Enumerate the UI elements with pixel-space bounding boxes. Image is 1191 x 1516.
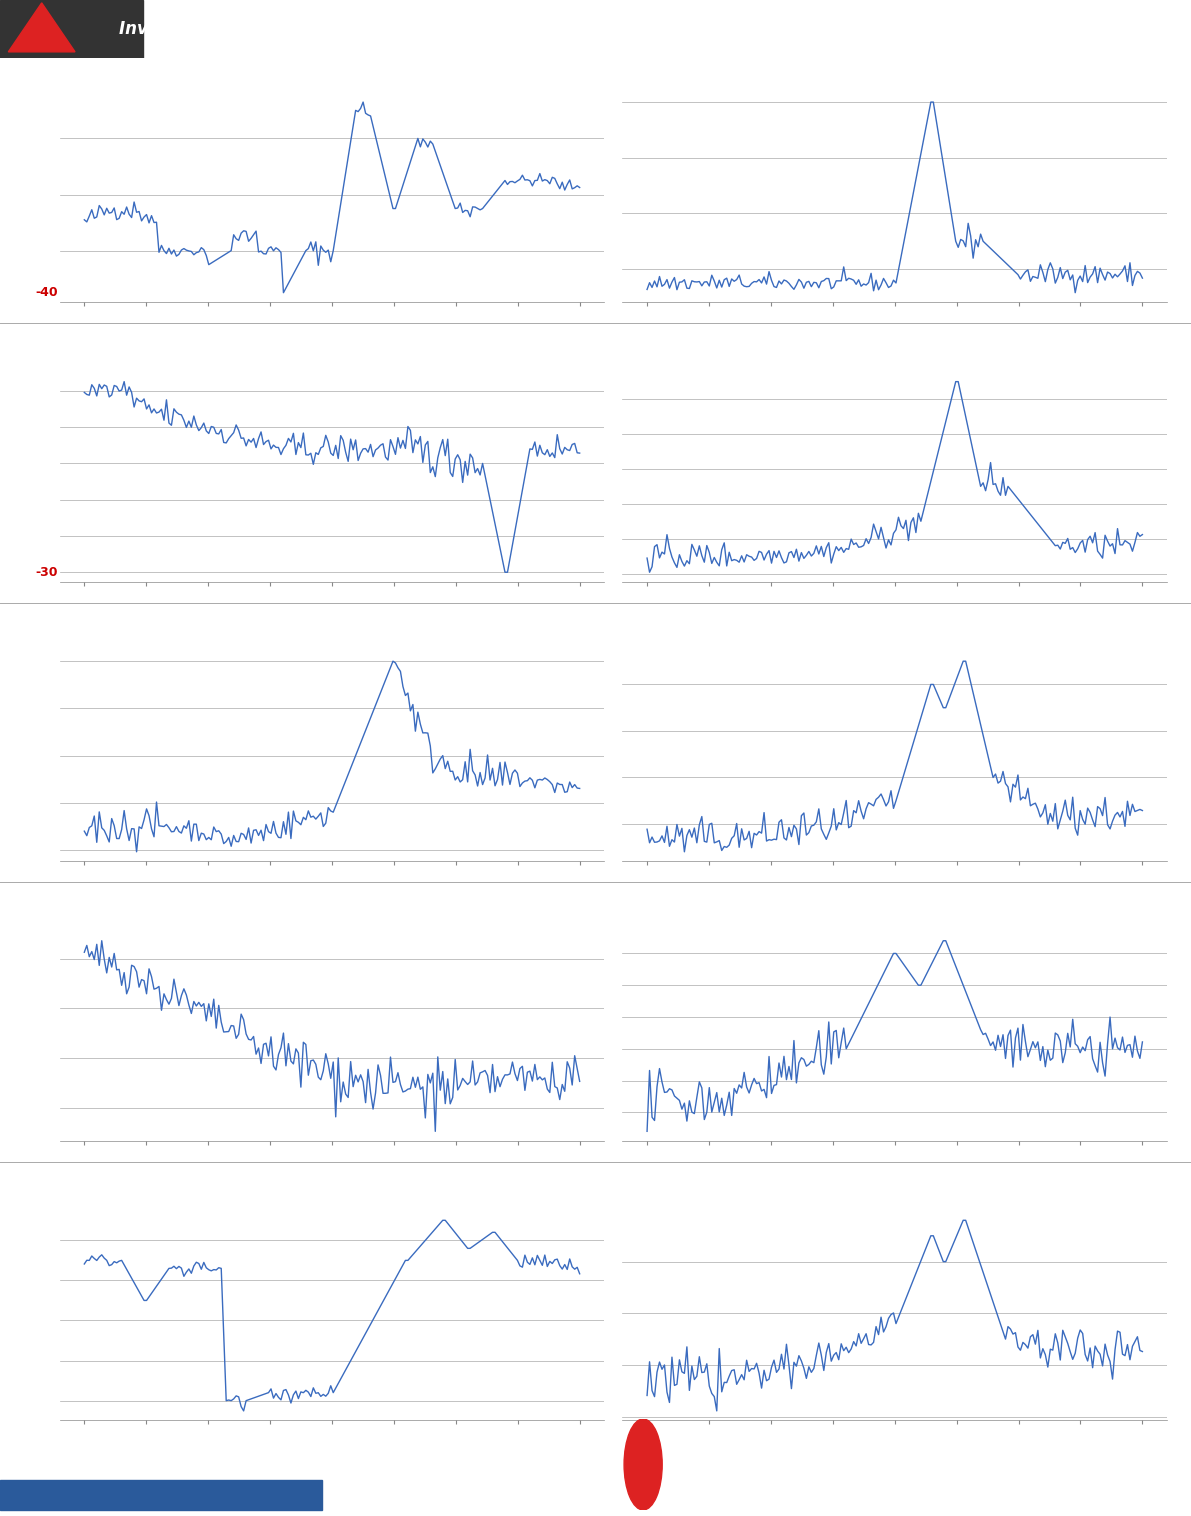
Text: Investment Research: Investment Research (119, 20, 317, 38)
Text: -30: -30 (36, 565, 58, 579)
Bar (0, 0, 143, 58)
Text: -40: -40 (36, 287, 58, 299)
Polygon shape (8, 3, 75, 52)
Text: Investment Research: Investment Research (715, 1490, 818, 1501)
Ellipse shape (624, 1419, 662, 1510)
Bar (0, 1480, 322, 1510)
Text: 估值周报: 估值周报 (1096, 21, 1133, 36)
